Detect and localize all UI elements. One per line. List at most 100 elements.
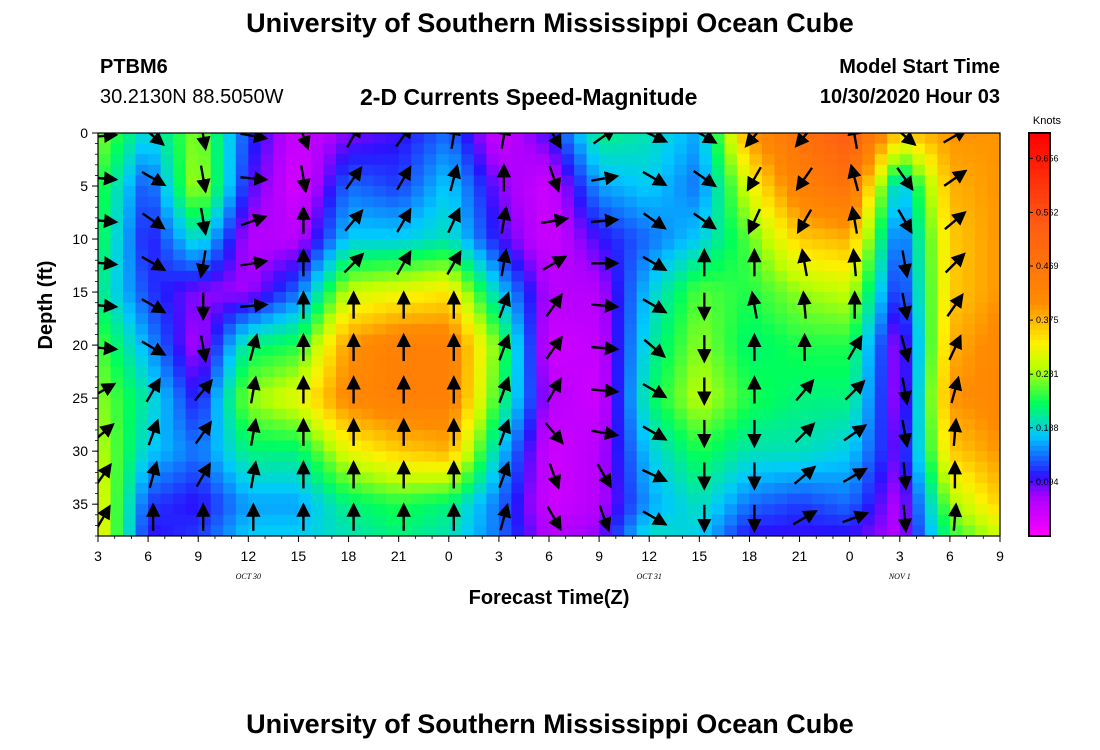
heatmap-cell [135,164,149,177]
heatmap-cell [736,196,751,208]
heatmap-cell [611,461,625,473]
heatmap-cell [937,323,951,336]
heatmap-cell [361,302,375,314]
heatmap-cell [98,186,112,198]
heatmap-cell [974,334,989,346]
heatmap-cell [862,387,876,399]
heatmap-cell [749,239,763,251]
heatmap-cell [373,451,387,463]
heatmap-cell [448,133,462,145]
heatmap-cell [423,196,437,208]
heatmap-cell [423,228,437,240]
heatmap-cell [235,398,249,410]
heatmap-cell [912,239,926,251]
heatmap-cell [148,429,162,442]
heatmap-cell [761,143,776,155]
current-vector-arrow [141,340,167,356]
heatmap-cell [210,143,224,155]
heatmap-cell [987,493,1000,505]
heatmap-cell [210,366,224,378]
heatmap-cell [699,355,713,367]
heatmap-cell [298,270,312,283]
heatmap-cell [724,440,738,452]
heatmap-cell [310,398,325,410]
heatmap-cell [486,270,500,283]
heatmap-cell [423,249,437,261]
heatmap-cell [298,504,312,516]
heatmap-cell [624,260,638,272]
heatmap-cell [761,334,776,346]
heatmap-cell [185,493,199,505]
heatmap-cell [98,355,112,367]
heatmap-cell [937,239,951,251]
heatmap-cell [285,217,300,230]
heatmap-cell [298,387,312,399]
colorbar-segment [1029,475,1050,482]
heatmap-cell [799,504,813,516]
heatmap-cell [661,376,675,389]
heatmap-cell [962,398,976,410]
heatmap-cell [574,514,588,526]
heatmap-cell [711,164,725,177]
colorbar-segment [1029,399,1050,406]
heatmap-cell [636,525,650,536]
heatmap-cell [761,186,776,198]
heatmap-cell [386,451,400,463]
heatmap-cell [173,429,187,442]
heatmap-cell [824,260,838,272]
heatmap-cell [461,334,475,346]
heatmap-cell [260,429,274,442]
heatmap-cell [235,196,249,208]
heatmap-cell [899,493,913,505]
heatmap-cell [511,175,525,187]
heatmap-cell [336,493,350,505]
heatmap-cell [749,334,763,346]
current-vector-arrow [396,165,412,191]
heatmap-cell [373,207,387,219]
heatmap-cell [636,281,650,293]
colorbar-label: 0.281 [1036,369,1059,379]
heatmap-cell [611,313,625,325]
heatmap-cell [98,249,112,261]
heatmap-cell [862,461,876,473]
heatmap-cell [98,313,112,325]
heatmap-cell [536,302,550,314]
colorbar-segment [1029,314,1050,320]
heatmap-cell [260,493,274,505]
heatmap-cell [210,482,224,495]
heatmap-cell [523,514,538,526]
heatmap-cell [386,493,400,505]
heatmap-cell [260,186,274,198]
heatmap-cell [486,249,500,261]
heatmap-cell [173,281,187,293]
heatmap-cell [912,164,926,177]
colorbar-segment [1029,364,1050,371]
heatmap-cell [135,302,149,314]
heatmap-cell [599,419,613,431]
heatmap-cell [273,493,287,505]
heatmap-cell [599,186,613,198]
heatmap-cell [310,482,325,495]
heatmap-cell [448,398,462,410]
heatmap-cell [887,207,901,219]
heatmap-cell [285,260,300,272]
heatmap-cell [198,302,212,314]
heatmap-cell [862,514,876,526]
heatmap-cell [824,164,838,177]
heatmap-cell [436,154,450,166]
heatmap-cell [348,504,362,516]
heatmap-cell [586,429,600,442]
heatmap-cell [924,228,938,240]
heatmap-cell [761,419,776,431]
heatmap-cell [323,429,337,442]
heatmap-cell [987,451,1000,463]
heatmap-cell [599,228,613,240]
heatmap-cell [874,504,888,516]
colorbar-segment [1029,359,1050,366]
heatmap-cell [160,387,174,399]
heatmap-cell [461,164,475,177]
heatmap-cell [123,323,137,336]
colorbar-segment [1029,415,1050,421]
heatmap-cell [599,313,613,325]
heatmap-cell [937,186,951,198]
